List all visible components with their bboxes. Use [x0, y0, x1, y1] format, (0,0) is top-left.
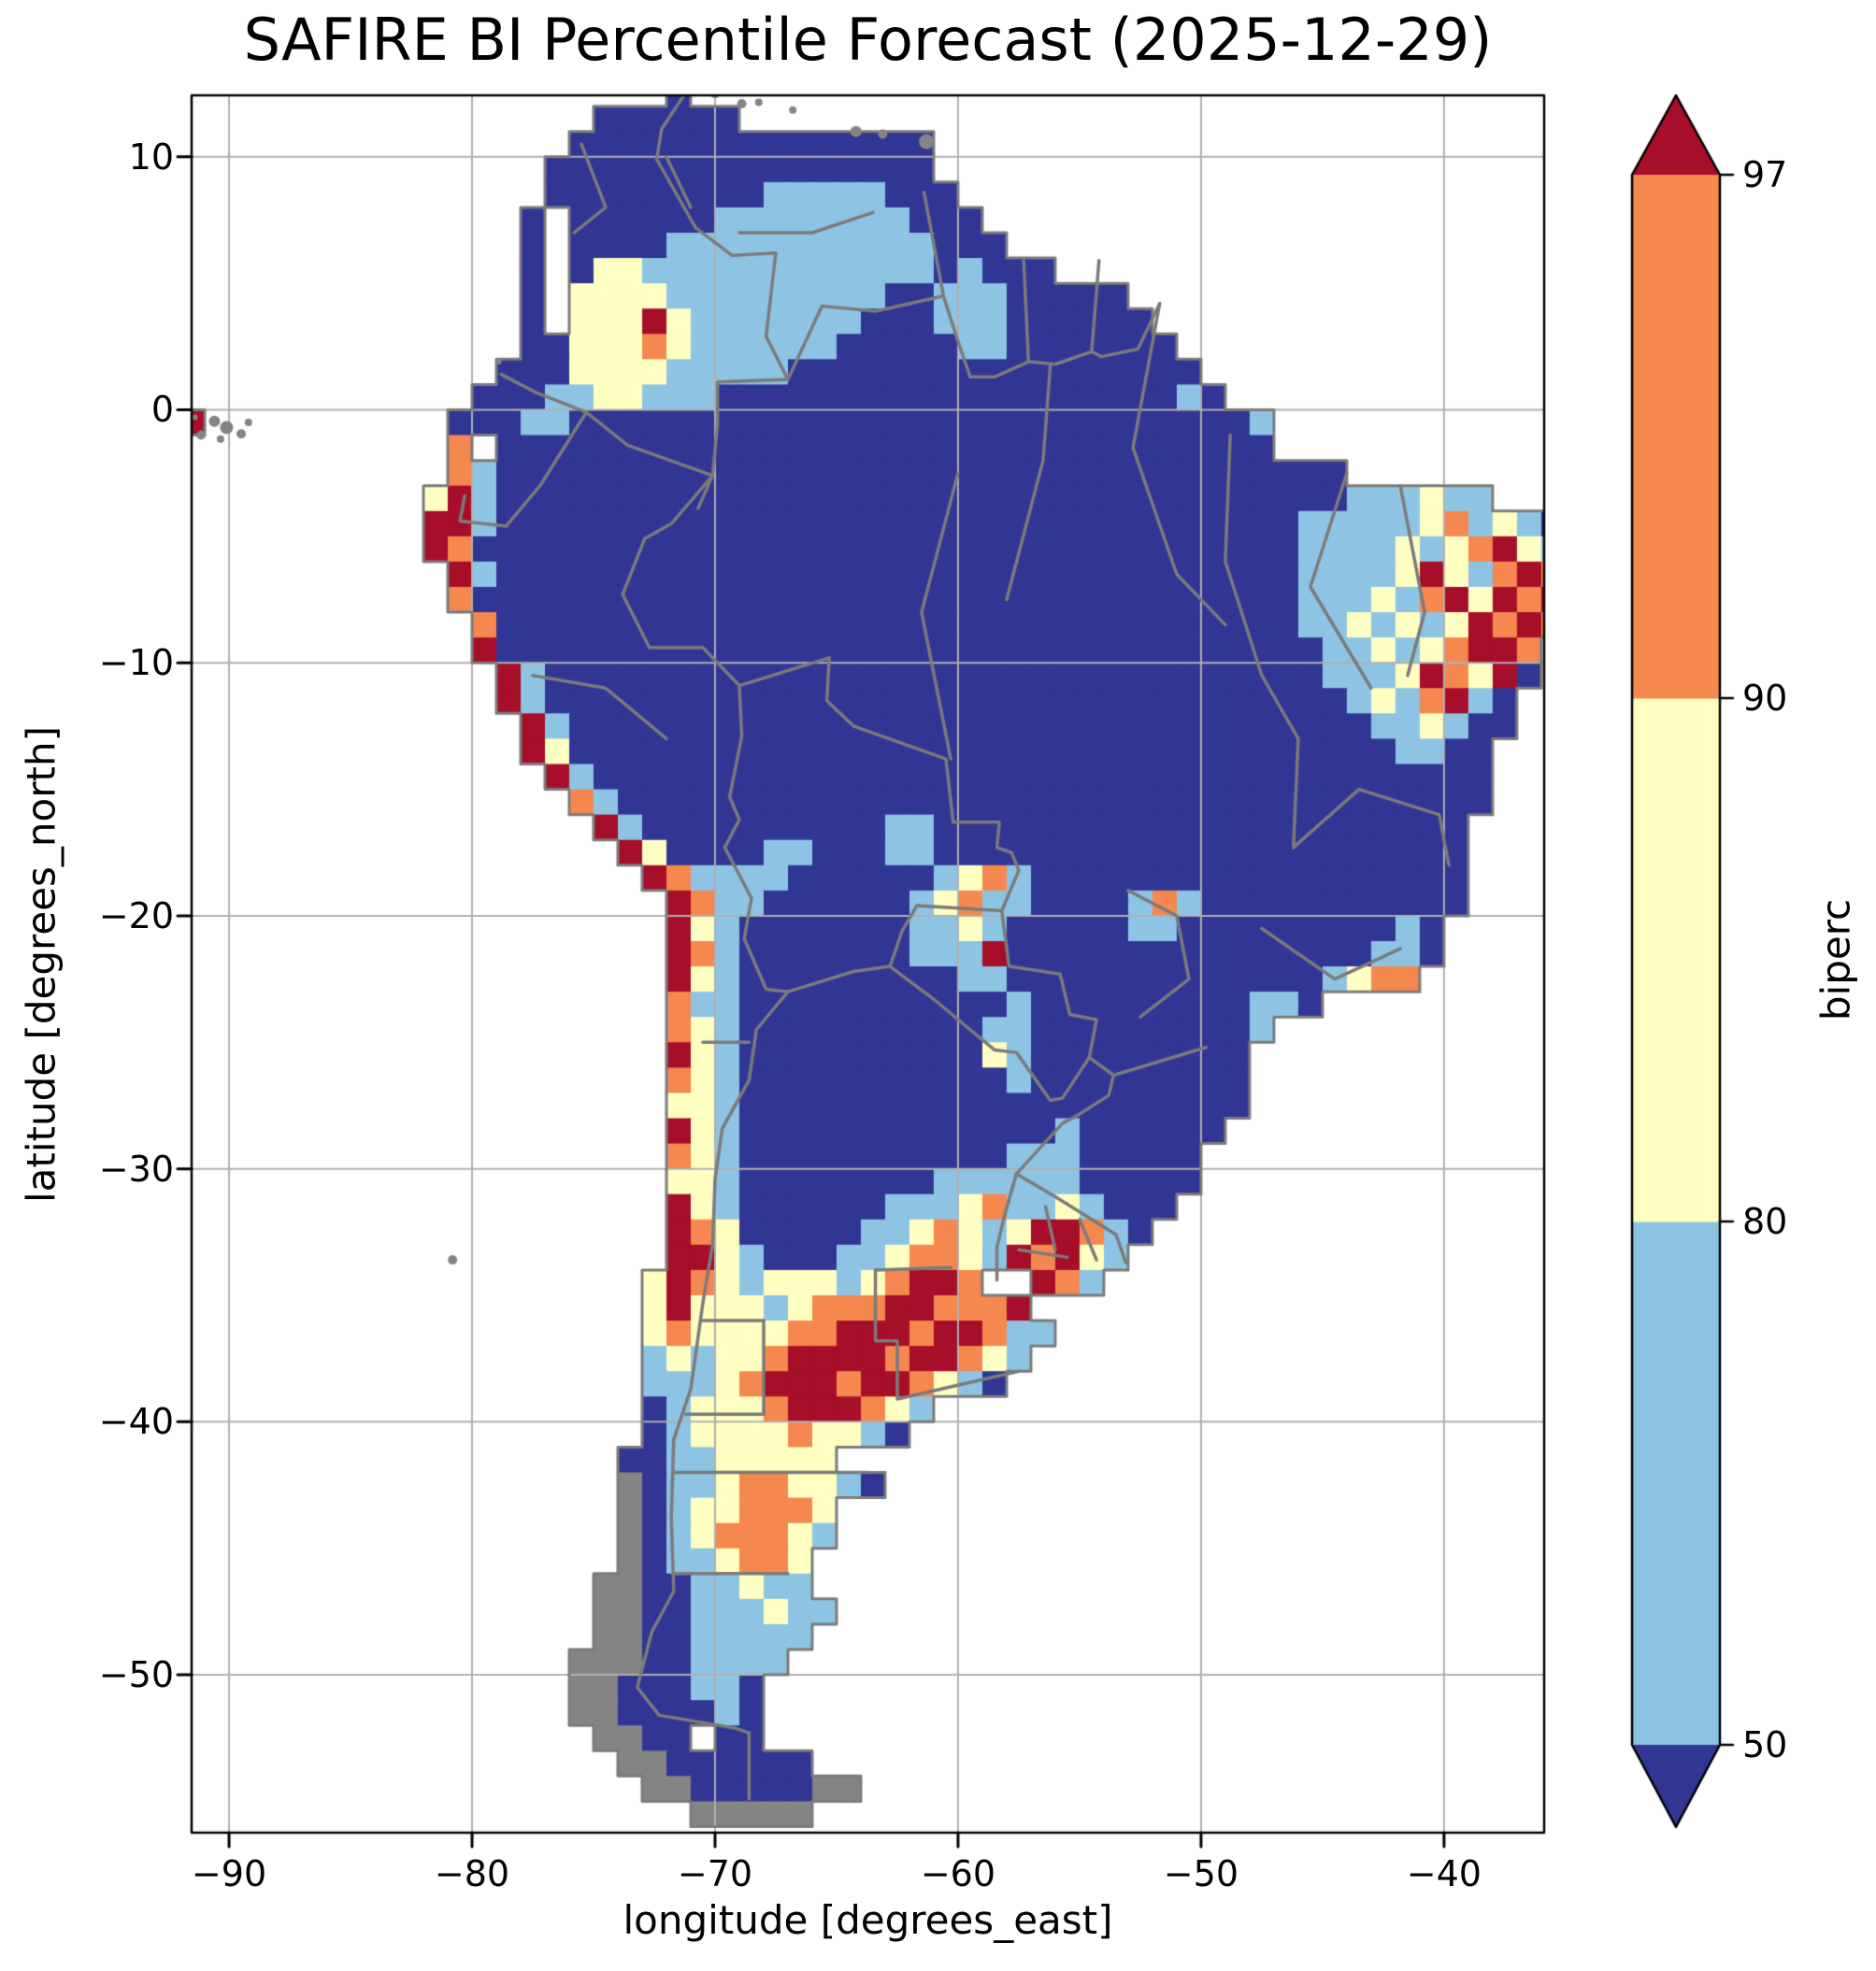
y-tick-label: 10 — [128, 136, 174, 178]
colorbar-tick-label: 80 — [1742, 1201, 1788, 1242]
y-tick-label: −10 — [98, 642, 174, 684]
y-tick-label: −20 — [98, 894, 174, 936]
colorbar-label: biperc — [1812, 898, 1859, 1021]
colorbar-tick-label: 97 — [1742, 154, 1788, 195]
x-tick-label: −50 — [1163, 1853, 1239, 1894]
x-axis-label: longitude [degrees_east] — [623, 1897, 1113, 1943]
y-axis-label: latitude [degrees_north] — [18, 726, 64, 1203]
x-tick-label: −80 — [434, 1853, 510, 1894]
x-tick-label: −40 — [1406, 1853, 1482, 1894]
x-tick-label: −60 — [920, 1853, 996, 1894]
colorbar-tick-label: 50 — [1742, 1724, 1788, 1765]
figure-title: SAFIRE BI Percentile Forecast (2025-12-2… — [243, 6, 1493, 74]
x-tick-label: −70 — [677, 1853, 753, 1894]
colorbar-tick-label: 90 — [1742, 678, 1788, 719]
y-tick-label: −40 — [98, 1401, 174, 1443]
y-tick-label: −50 — [98, 1654, 174, 1696]
y-tick-label: −30 — [98, 1148, 174, 1190]
x-tick-label: −90 — [191, 1853, 267, 1894]
y-tick-label: 0 — [150, 389, 174, 431]
